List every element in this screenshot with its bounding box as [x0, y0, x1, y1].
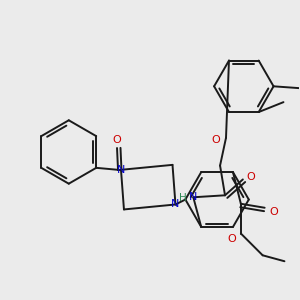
Text: N: N: [117, 165, 125, 175]
Text: H: H: [178, 193, 186, 203]
Text: O: O: [212, 135, 220, 145]
Text: N: N: [171, 200, 180, 209]
Text: O: O: [269, 207, 278, 217]
Text: O: O: [246, 172, 255, 182]
Text: O: O: [228, 235, 236, 244]
Text: O: O: [112, 135, 122, 145]
Text: N: N: [189, 192, 197, 202]
